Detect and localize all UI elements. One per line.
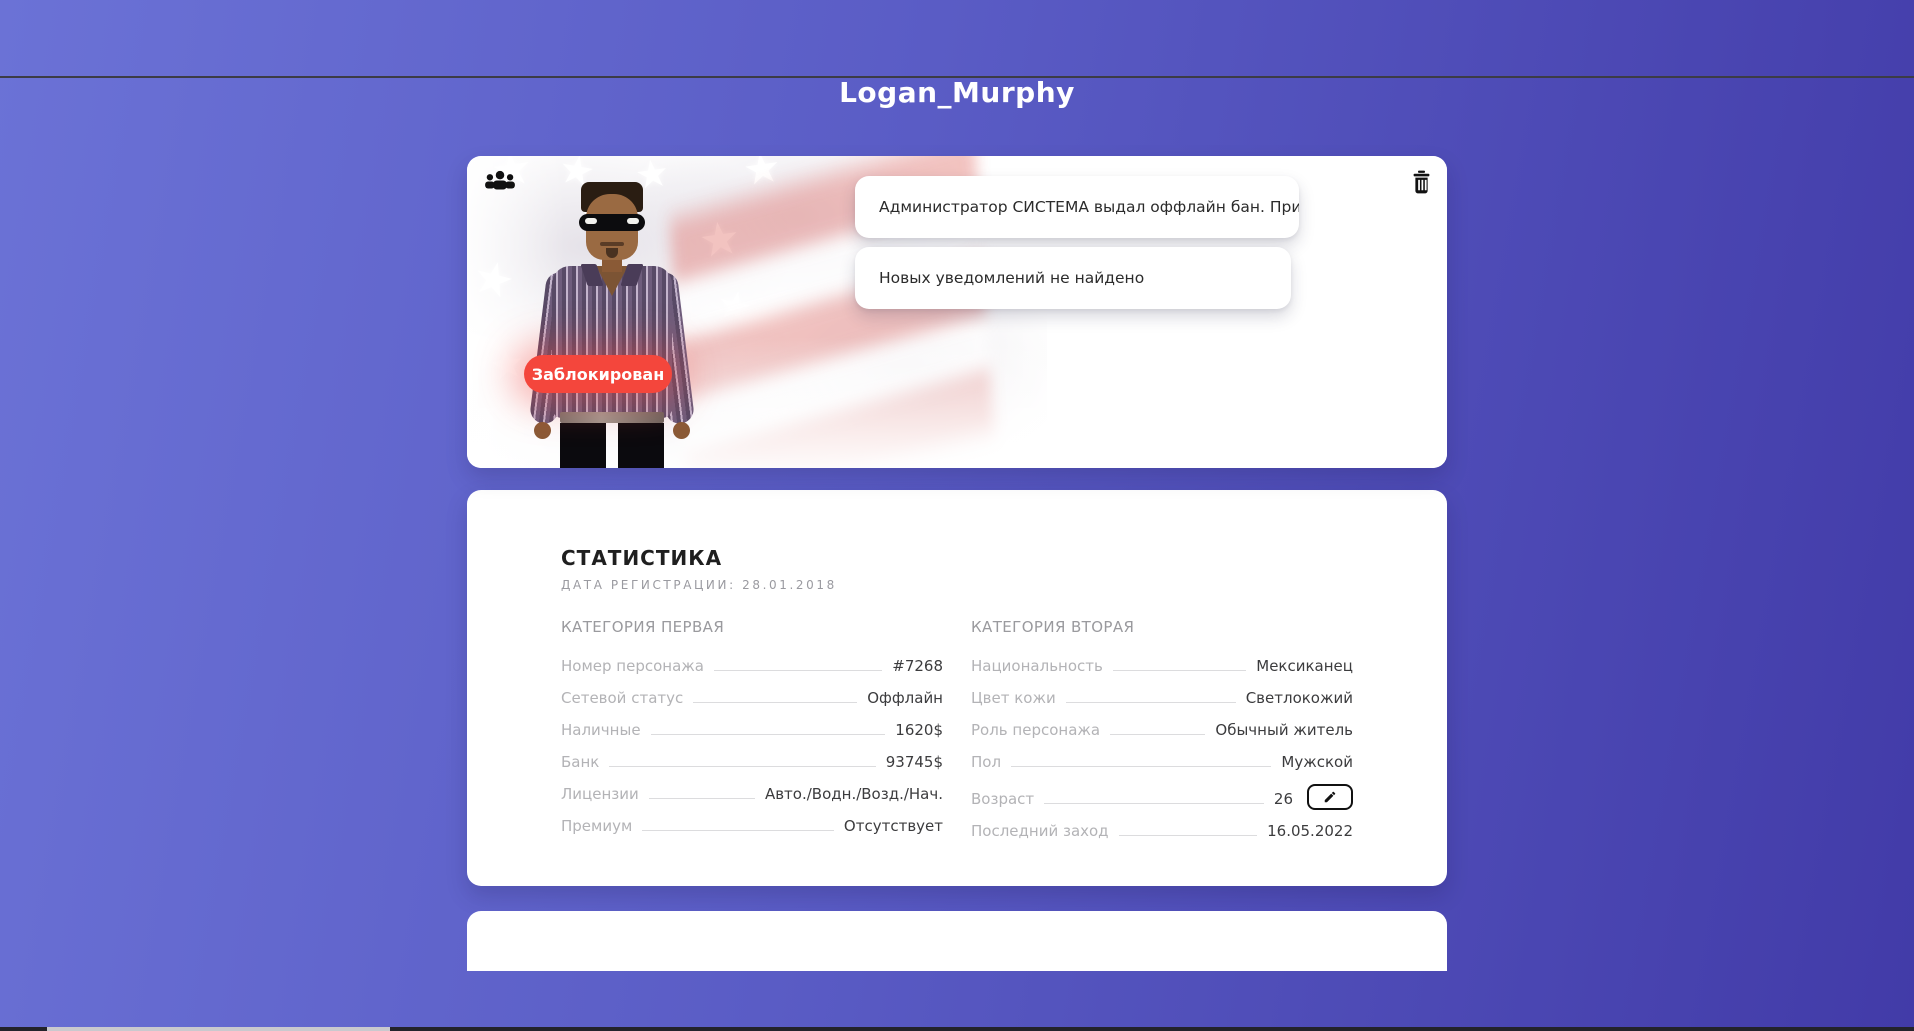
stat-row-skin-color: Цвет кожи Светлокожий: [971, 689, 1353, 707]
character-mustache: [600, 242, 624, 246]
character-goatee: [606, 248, 618, 258]
character-right-hand: [673, 422, 690, 439]
stat-row-character-id: Номер персонажа #7268: [561, 657, 943, 675]
dotted-line: [1044, 803, 1264, 804]
stat-row-age: Возраст 26: [971, 782, 1353, 810]
scrollbar-thumb[interactable]: [47, 1027, 390, 1031]
dotted-line: [609, 766, 876, 767]
stat-row-role: Роль персонажа Обычный житель: [971, 721, 1353, 739]
dotted-line: [642, 830, 834, 831]
sunglasses-glint: [585, 218, 597, 224]
stat-row-licenses: Лицензии Авто./Водн./Возд./Нач.: [561, 785, 943, 803]
members-button[interactable]: [483, 170, 517, 192]
trash-icon: [1413, 170, 1430, 194]
profile-page: Logan_Murphy ★ ★ ★ ★ ★ ★ ★ ★ ★: [467, 76, 1447, 971]
dotted-line: [713, 670, 883, 671]
registration-date: ДАТА РЕГИСТРАЦИИ: 28.01.2018: [561, 578, 837, 592]
sunglasses-icon: [579, 214, 645, 231]
stat-row-nationality: Национальность Мексиканец: [971, 657, 1353, 675]
next-section-card: [467, 911, 1447, 971]
dotted-line: [1065, 702, 1236, 703]
dotted-line: [1011, 766, 1272, 767]
notification-item[interactable]: Новых уведомлений не найдено: [855, 247, 1291, 309]
dotted-line: [693, 702, 858, 703]
character-render: [522, 182, 702, 468]
dotted-line: [1110, 734, 1206, 735]
dotted-line: [1112, 670, 1247, 671]
delete-button[interactable]: [1411, 170, 1432, 194]
category-first: КАТЕГОРИЯ ПЕРВАЯ Номер персонажа #7268 С…: [561, 618, 943, 851]
statistics-card: СТАТИСТИКА ДАТА РЕГИСТРАЦИИ: 28.01.2018 …: [467, 490, 1447, 886]
dotted-line: [650, 734, 886, 735]
character-belt: [560, 412, 664, 423]
horizontal-scrollbar: [0, 1027, 1914, 1031]
notification-item[interactable]: Администратор СИСТЕМА выдал оффлайн бан.…: [855, 176, 1299, 238]
dotted-line: [1118, 835, 1258, 836]
stat-row-last-login: Последний заход 16.05.2022: [971, 822, 1353, 840]
category-second: КАТЕГОРИЯ ВТОРАЯ Национальность Мексикан…: [971, 618, 1353, 851]
stat-row-online-status: Сетевой статус Оффлайн: [561, 689, 943, 707]
notification-list: Администратор СИСТЕМА выдал оффлайн бан.…: [855, 176, 1299, 318]
character-left-leg: [560, 423, 606, 468]
statistics-columns: КАТЕГОРИЯ ПЕРВАЯ Номер персонажа #7268 С…: [561, 618, 1353, 851]
status-badge: Заблокирован: [524, 355, 672, 393]
dotted-line: [648, 798, 755, 799]
page-title: Logan_Murphy: [839, 76, 1075, 109]
group-icon: [485, 170, 515, 190]
pencil-icon: [1324, 791, 1336, 803]
category-title: КАТЕГОРИЯ ПЕРВАЯ: [561, 618, 725, 636]
category-title: КАТЕГОРИЯ ВТОРАЯ: [971, 618, 1135, 636]
character-right-leg: [618, 423, 664, 468]
stat-row-bank: Банк 93745$: [561, 753, 943, 771]
sunglasses-glint: [627, 218, 639, 224]
character-neck: [602, 256, 622, 272]
statistics-title: СТАТИСТИКА: [561, 546, 723, 570]
stat-row-gender: Пол Мужской: [971, 753, 1353, 771]
edit-age-button[interactable]: [1307, 784, 1353, 810]
window-top-edge: [0, 76, 1914, 78]
profile-card: ★ ★ ★ ★ ★ ★ ★ ★ ★: [467, 156, 1447, 468]
stat-row-cash: Наличные 1620$: [561, 721, 943, 739]
character-left-hand: [534, 422, 551, 439]
stat-row-premium: Премиум Отсутствует: [561, 817, 943, 835]
